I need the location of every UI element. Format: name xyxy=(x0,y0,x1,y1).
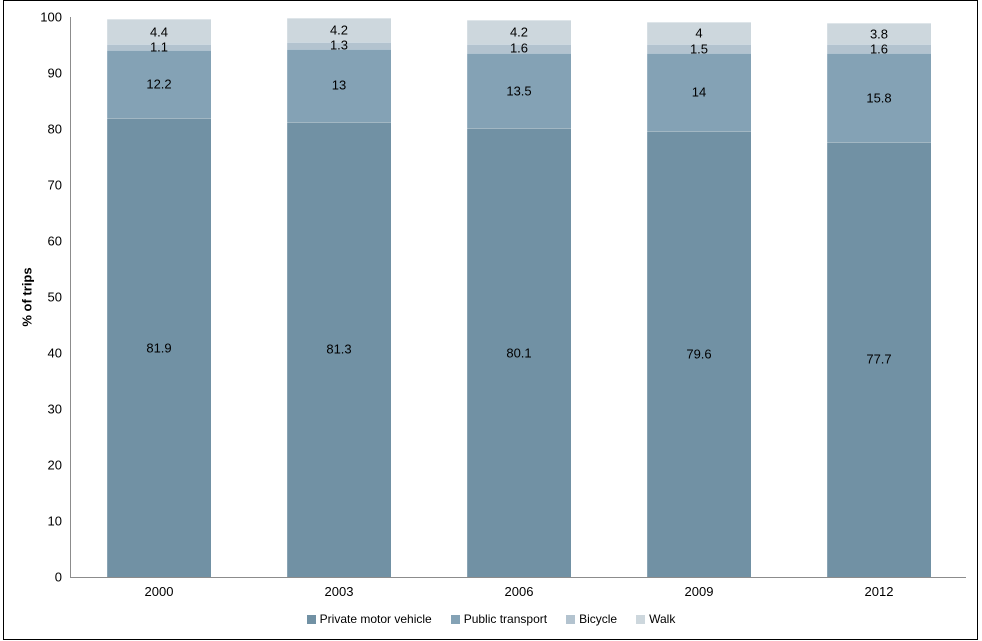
bar-segment-bicycle xyxy=(647,44,751,53)
bar-segment-private-motor-vehicle xyxy=(107,118,211,577)
legend-item-public-transport: Public transport xyxy=(450,612,548,626)
bar-segment-bicycle xyxy=(287,41,391,49)
y-tick-label: 70 xyxy=(47,177,62,193)
bar-segment-bicycle xyxy=(107,43,211,51)
bar-segment-walk xyxy=(287,18,391,42)
x-axis-label: 2000 xyxy=(144,584,174,599)
bar-segment-public-transport xyxy=(827,53,931,142)
legend-swatch-icon xyxy=(306,614,316,624)
y-tick-label: 100 xyxy=(40,9,62,25)
y-tick-label: 20 xyxy=(47,457,62,473)
legend-label: Private motor vehicle xyxy=(319,612,432,626)
y-tick-label: 30 xyxy=(47,401,62,417)
bar-segment-public-transport xyxy=(287,48,391,122)
bar-segment-private-motor-vehicle xyxy=(647,131,751,577)
legend: Private motor vehicle Public transport Bic… xyxy=(0,611,982,627)
y-tick-label: 40 xyxy=(47,345,62,361)
x-axis-label: 2009 xyxy=(684,584,714,599)
bar-segment-public-transport xyxy=(467,52,571,129)
legend-label: Public transport xyxy=(463,612,548,626)
bar-segment-walk xyxy=(107,19,211,44)
legend-item-bicycle: Bicycle xyxy=(566,613,617,625)
x-axis-label: 2012 xyxy=(864,584,894,599)
bar-segment-private-motor-vehicle xyxy=(827,141,931,577)
legend-item-walk: Walk xyxy=(636,613,675,625)
bar-segment-public-transport xyxy=(647,52,751,132)
bar-segment-walk xyxy=(467,20,571,44)
bar-segment-private-motor-vehicle xyxy=(467,128,571,577)
bar-segment-bicycle xyxy=(827,44,931,54)
legend-swatch-icon xyxy=(636,614,646,624)
y-tick-label: 0 xyxy=(54,569,62,585)
y-tick-label: 60 xyxy=(47,233,62,249)
x-axis-label: 2003 xyxy=(324,584,354,599)
legend-item-private-motor-vehicle: Private motor vehicle xyxy=(306,612,432,626)
y-axis-line xyxy=(70,17,71,577)
bar-segment-public-transport xyxy=(107,50,211,119)
y-tick-label: 80 xyxy=(47,121,62,137)
bar-segment-walk xyxy=(827,23,931,45)
bar-segment-private-motor-vehicle xyxy=(287,121,391,577)
bar-segment-walk xyxy=(647,22,751,45)
legend-swatch-icon xyxy=(450,614,460,624)
legend-label: Walk xyxy=(649,612,676,626)
y-tick-label: 10 xyxy=(47,513,62,529)
legend-swatch-icon xyxy=(566,614,576,624)
legend-label: Bicycle xyxy=(579,612,618,626)
x-axis-label: 2006 xyxy=(504,584,534,599)
y-tick-label: 50 xyxy=(47,289,62,305)
bar-segment-bicycle xyxy=(467,43,571,53)
y-tick-label: 90 xyxy=(47,65,62,81)
x-axis-line xyxy=(70,577,966,578)
